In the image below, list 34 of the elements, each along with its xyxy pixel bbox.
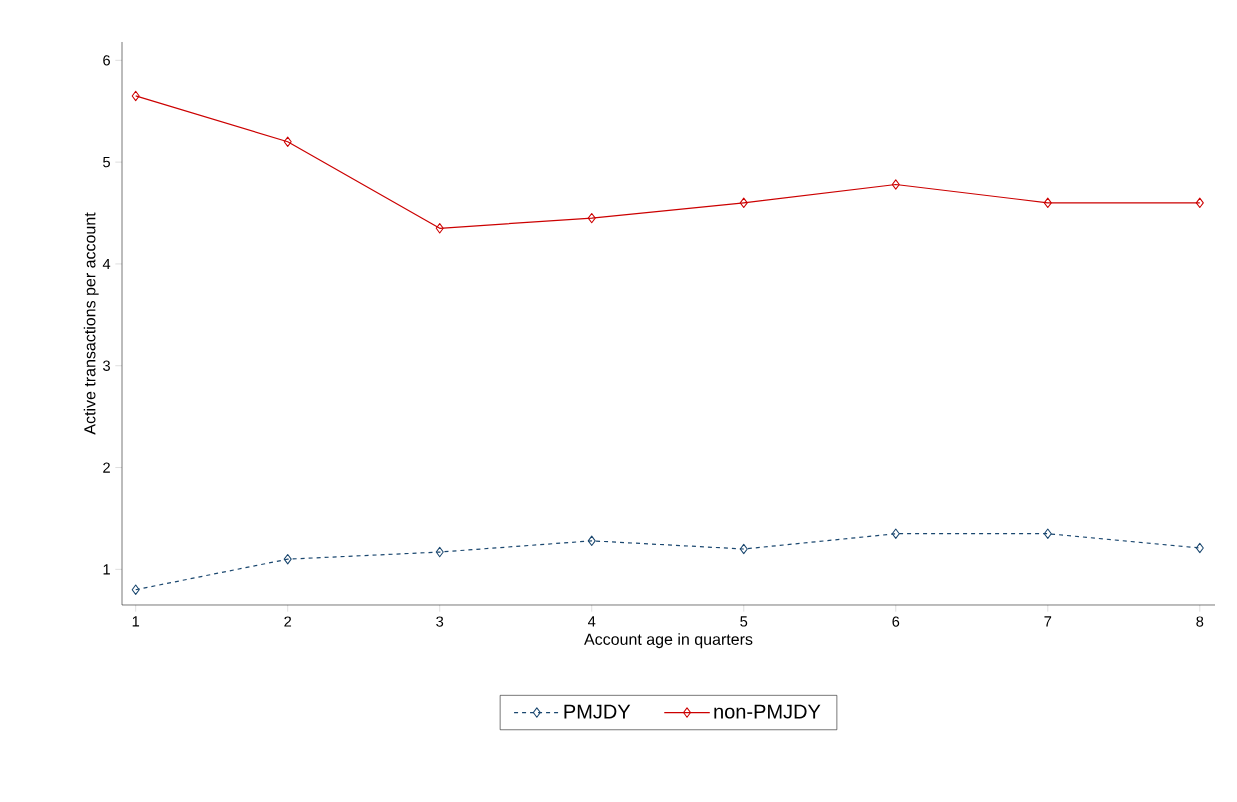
point xyxy=(131,584,140,595)
point xyxy=(739,543,748,555)
y-axis-title: Active transactions per account xyxy=(83,212,99,435)
x-tick-label: 2 xyxy=(284,616,292,627)
x-tick-label: 3 xyxy=(436,616,444,627)
point xyxy=(1043,197,1052,209)
y-tick-label: 6 xyxy=(103,55,110,66)
y-tick-label: 5 xyxy=(103,157,110,168)
point xyxy=(435,546,444,558)
point xyxy=(283,553,292,565)
point xyxy=(739,197,748,209)
point xyxy=(131,90,140,102)
x-tick-label: 5 xyxy=(740,616,748,627)
y-tick-label: 1 xyxy=(103,564,110,575)
x-axis-title: Account age in quarters xyxy=(584,633,753,649)
x-tick-label: 7 xyxy=(1044,616,1052,627)
point xyxy=(1043,528,1052,539)
point xyxy=(587,535,596,547)
point xyxy=(435,223,444,234)
point xyxy=(891,528,900,539)
x-tick-label: 1 xyxy=(132,616,140,627)
point xyxy=(283,136,292,147)
x-tick-label: 8 xyxy=(1196,616,1204,627)
y-tick-label: 3 xyxy=(103,360,110,371)
x-tick-label: 4 xyxy=(587,616,596,627)
point xyxy=(587,212,596,224)
point xyxy=(1195,542,1204,554)
point xyxy=(1195,197,1204,209)
legend-label: PMJDY xyxy=(564,704,631,719)
y-tick-label: 2 xyxy=(103,462,110,473)
point xyxy=(891,179,900,190)
legend-label: non-PMJDY xyxy=(714,704,821,719)
x-tick-label: 6 xyxy=(892,616,900,627)
y-tick-label: 4 xyxy=(102,258,111,269)
